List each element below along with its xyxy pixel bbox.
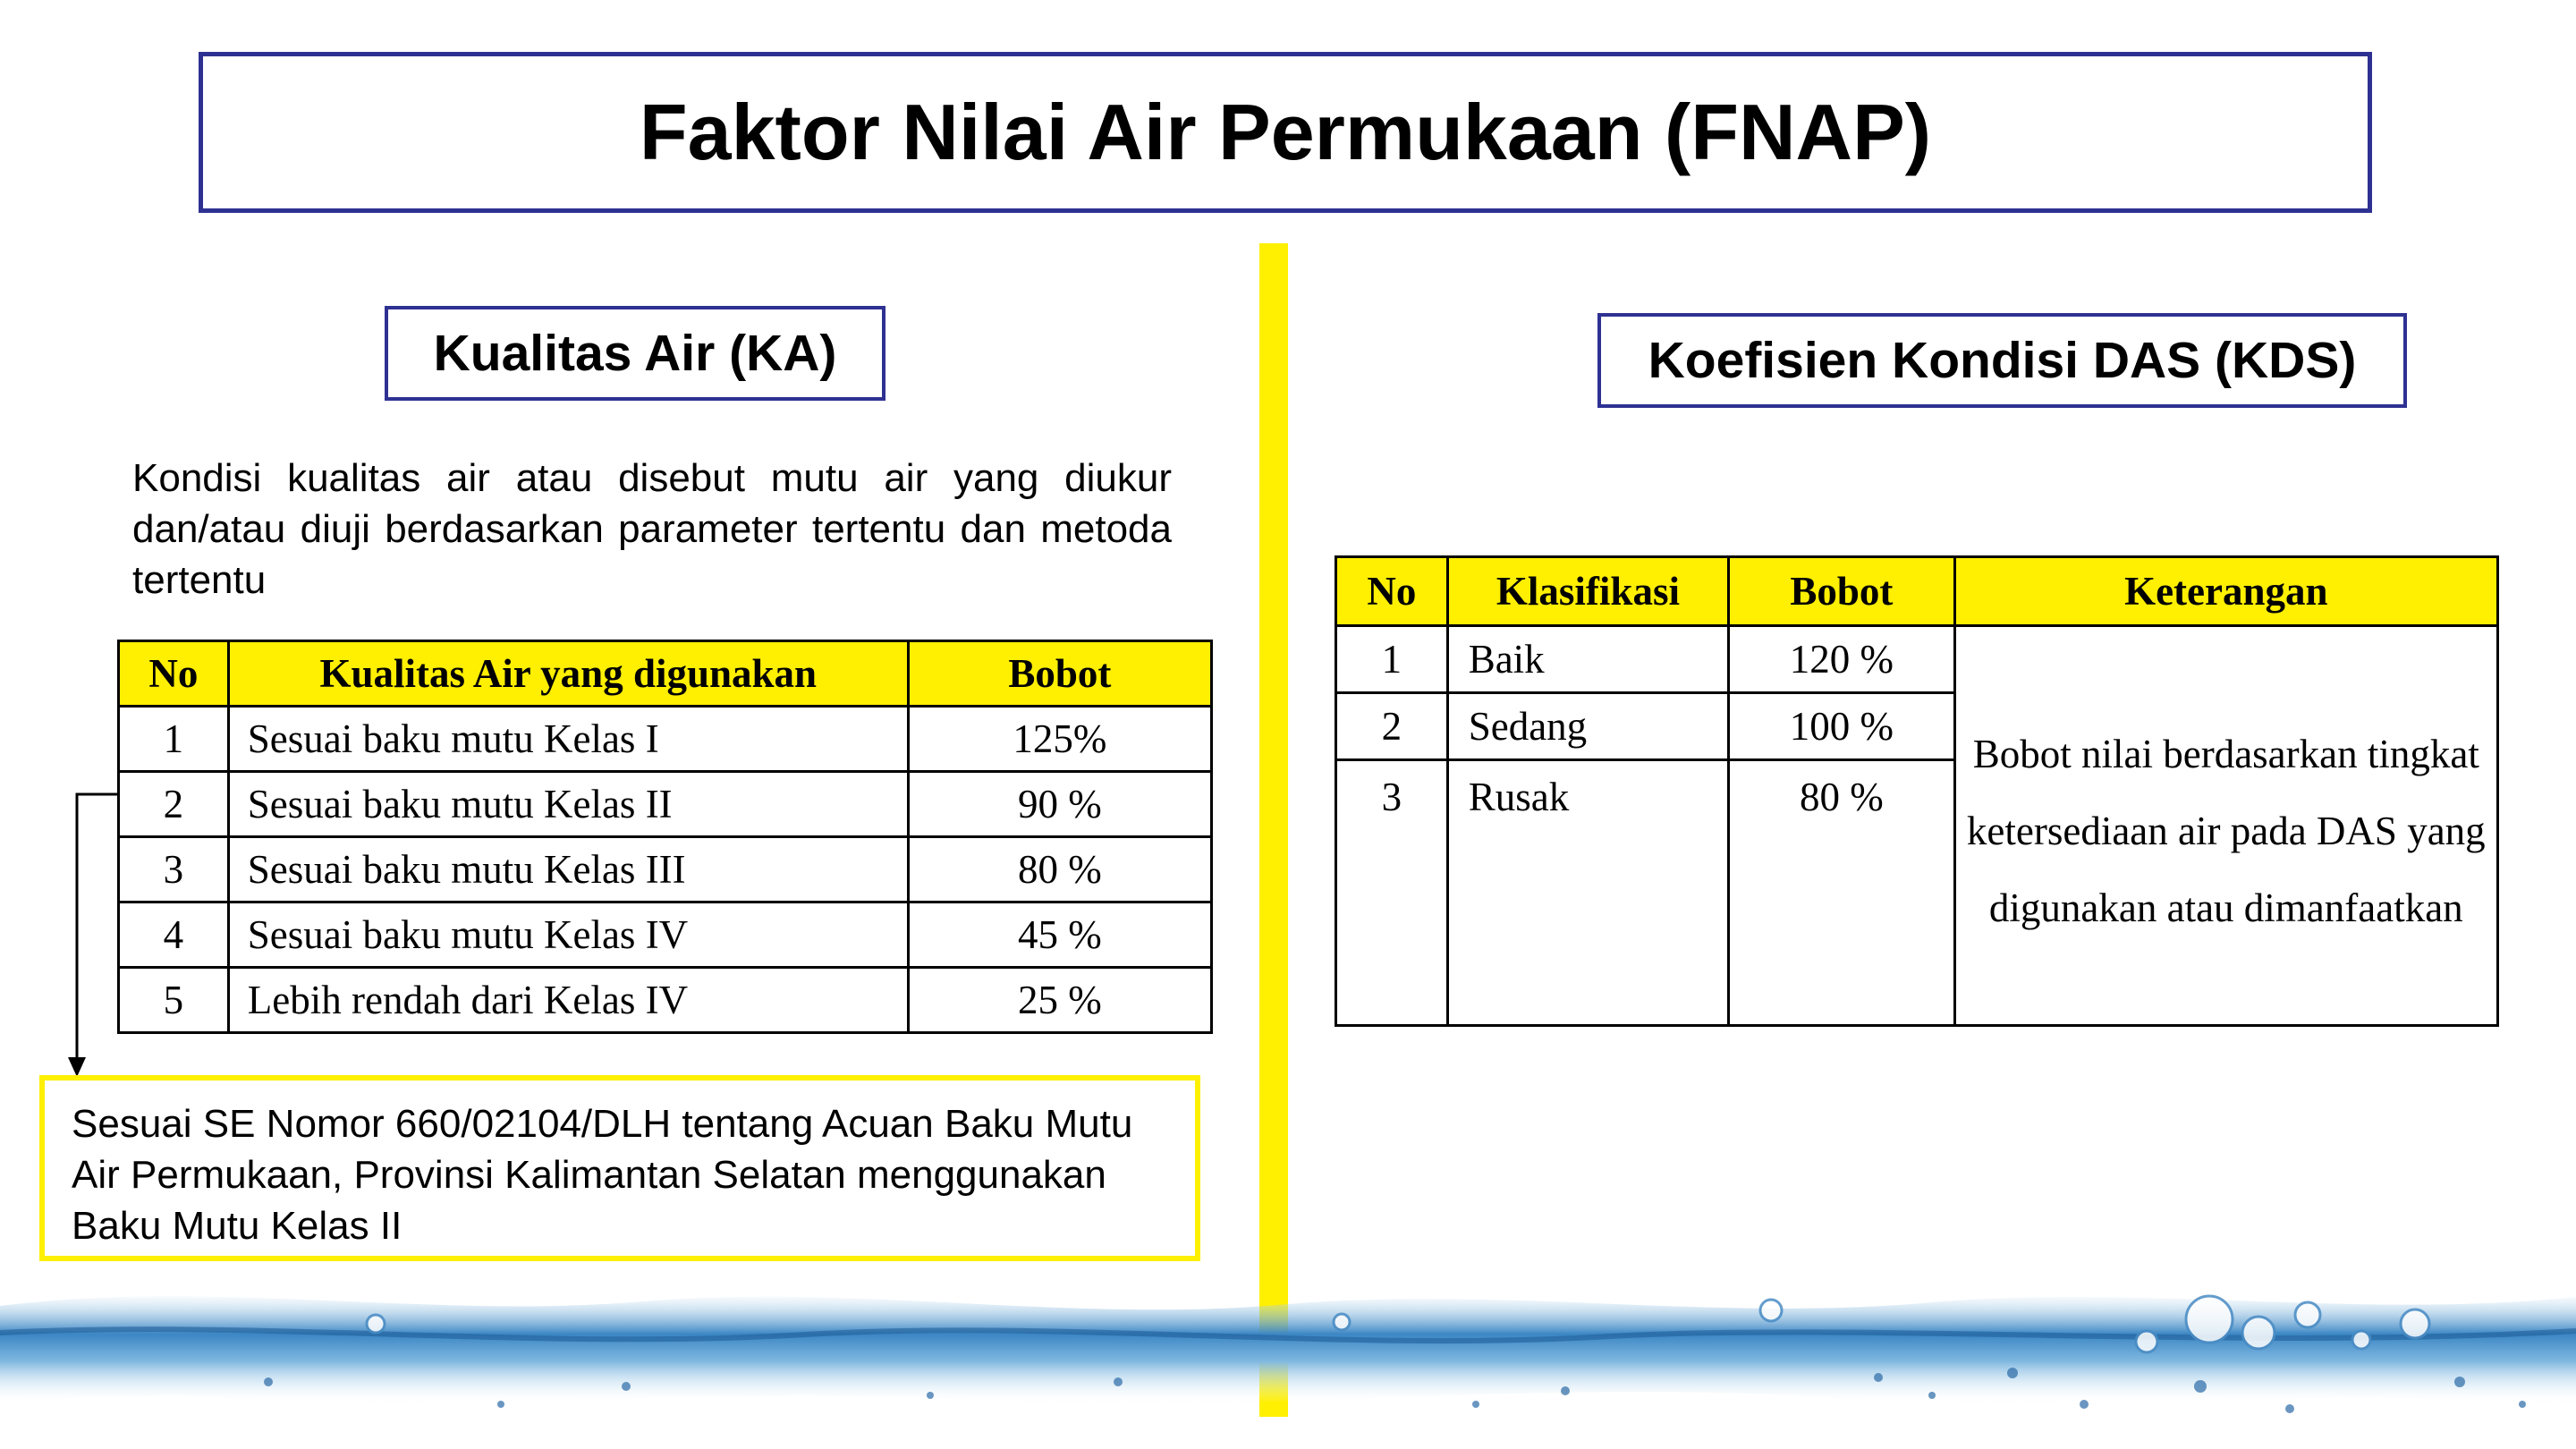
cell-no: 5 xyxy=(117,966,230,1034)
page-title: Faktor Nilai Air Permukaan (FNAP) xyxy=(639,88,1932,176)
cell-klasifikasi: Sedang xyxy=(1445,691,1731,761)
table-row: 4 Sesuai baku mutu Kelas IV 45 % xyxy=(117,901,1214,969)
connector-arrow xyxy=(68,792,120,1077)
ka-heading: Kualitas Air (KA) xyxy=(433,325,837,382)
table-row: 5 Lebih rendah dari Kelas IV 25 % xyxy=(117,966,1214,1034)
kds-heading: Koefisien Kondisi DAS (KDS) xyxy=(1648,332,2357,389)
cell-bobot: 45 % xyxy=(906,901,1214,969)
header-bobot: Bobot xyxy=(906,640,1214,708)
cell-no: 1 xyxy=(117,705,230,773)
cell-keterangan: Bobot nilai berdasarkan tingkat ketersed… xyxy=(1953,624,2500,1027)
kds-heading-box: Koefisien Kondisi DAS (KDS) xyxy=(1597,313,2407,408)
table-header-row: No Klasifikasi Bobot Keterangan xyxy=(1335,555,2500,627)
cell-bobot: 80 % xyxy=(1727,758,1956,1027)
water-splash-image xyxy=(0,1294,2576,1413)
table-row: 3 Sesuai baku mutu Kelas III 80 % xyxy=(117,835,1214,903)
note-box: Sesuai SE Nomor 660/02104/DLH tentang Ac… xyxy=(39,1075,1200,1261)
cell-no: 3 xyxy=(117,835,230,903)
title-box: Faktor Nilai Air Permukaan (FNAP) xyxy=(199,52,2372,213)
header-bobot: Bobot xyxy=(1727,555,1956,627)
cell-bobot: 125% xyxy=(906,705,1214,773)
header-kualitas: Kualitas Air yang digunakan xyxy=(226,640,910,708)
ka-table: No Kualitas Air yang digunakan Bobot 1 S… xyxy=(117,640,1214,1034)
cell-no: 3 xyxy=(1335,758,1449,1027)
cell-bobot: 25 % xyxy=(906,966,1214,1034)
ka-description: Kondisi kualitas air atau disebut mutu a… xyxy=(132,456,1172,602)
header-no: No xyxy=(117,640,230,708)
table-row: 2 Sedang 100 % xyxy=(1335,691,2498,761)
table-header-row: No Kualitas Air yang digunakan Bobot xyxy=(117,640,1214,708)
cell-no: 4 xyxy=(117,901,230,969)
cell-kualitas: Lebih rendah dari Kelas IV xyxy=(226,966,910,1034)
cell-bobot: 90 % xyxy=(906,770,1214,838)
header-klasifikasi: Klasifikasi xyxy=(1445,555,1731,627)
cell-no: 2 xyxy=(117,770,230,838)
header-no: No xyxy=(1335,555,1449,627)
cell-kualitas: Sesuai baku mutu Kelas I xyxy=(226,705,910,773)
note-text: Sesuai SE Nomor 660/02104/DLH tentang Ac… xyxy=(72,1102,1133,1248)
kds-table: No Klasifikasi Bobot Keterangan 1 Baik 1… xyxy=(1335,555,2500,1027)
ka-heading-box: Kualitas Air (KA) xyxy=(385,306,886,401)
cell-no: 1 xyxy=(1335,624,1449,694)
cell-klasifikasi: Rusak xyxy=(1445,758,1731,1027)
yellow-divider xyxy=(1259,243,1288,1417)
table-row: 3 Rusak 80 % xyxy=(1335,758,2498,1027)
cell-kualitas: Sesuai baku mutu Kelas III xyxy=(226,835,910,903)
cell-kualitas: Sesuai baku mutu Kelas IV xyxy=(226,901,910,969)
table-row: 1 Sesuai baku mutu Kelas I 125% xyxy=(117,705,1214,773)
table-row: 2 Sesuai baku mutu Kelas II 90 % xyxy=(117,770,1214,838)
cell-no: 2 xyxy=(1335,691,1449,761)
cell-bobot: 120 % xyxy=(1727,624,1956,694)
table-row: 1 Baik 120 % Bobot nilai berdasarkan tin… xyxy=(1335,624,2500,1027)
header-keterangan: Keterangan xyxy=(1953,555,2500,627)
cell-bobot: 100 % xyxy=(1727,691,1956,761)
cell-kualitas: Sesuai baku mutu Kelas II xyxy=(226,770,910,838)
cell-klasifikasi: Baik xyxy=(1445,624,1731,694)
cell-bobot: 80 % xyxy=(906,835,1214,903)
